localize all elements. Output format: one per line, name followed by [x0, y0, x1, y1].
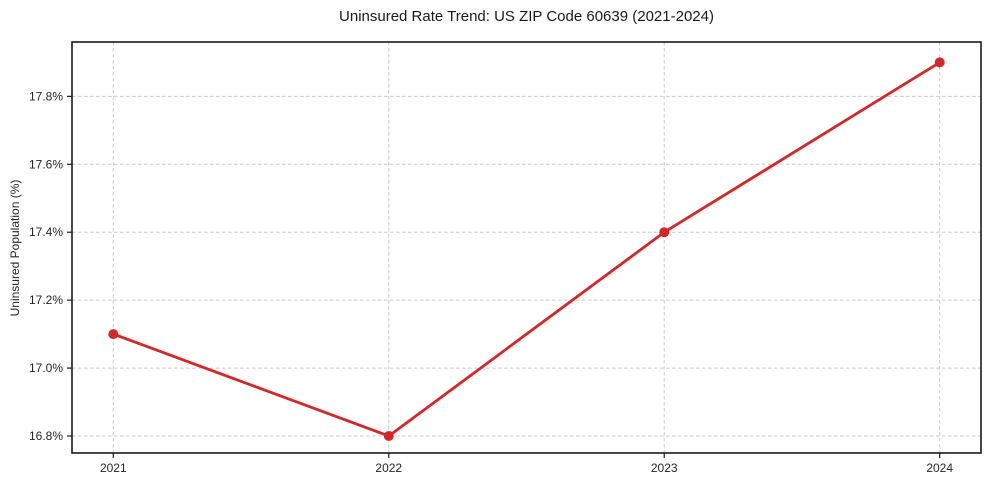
y-tick-label: 17.8% — [29, 89, 63, 103]
data-point-2022 — [383, 431, 394, 442]
y-tick-label: 17.2% — [29, 293, 63, 307]
data-point-2021 — [108, 329, 119, 340]
y-tick-label: 17.4% — [29, 225, 63, 239]
y-tick-label: 16.8% — [29, 429, 63, 443]
trend-line — [111, 60, 942, 438]
x-tick-label: 2024 — [926, 461, 953, 475]
y-tick-label: 17.6% — [29, 157, 63, 171]
data-point-2024 — [934, 57, 945, 68]
x-tick-label: 2021 — [100, 461, 127, 475]
chart-title: Uninsured Rate Trend: US ZIP Code 60639 … — [339, 8, 714, 25]
x-tick-label: 2023 — [651, 461, 678, 475]
plot-border — [71, 41, 982, 454]
y-tick-label: 17.0% — [29, 361, 63, 375]
data-point-2023 — [659, 227, 670, 238]
x-tick-label: 2022 — [375, 461, 402, 475]
